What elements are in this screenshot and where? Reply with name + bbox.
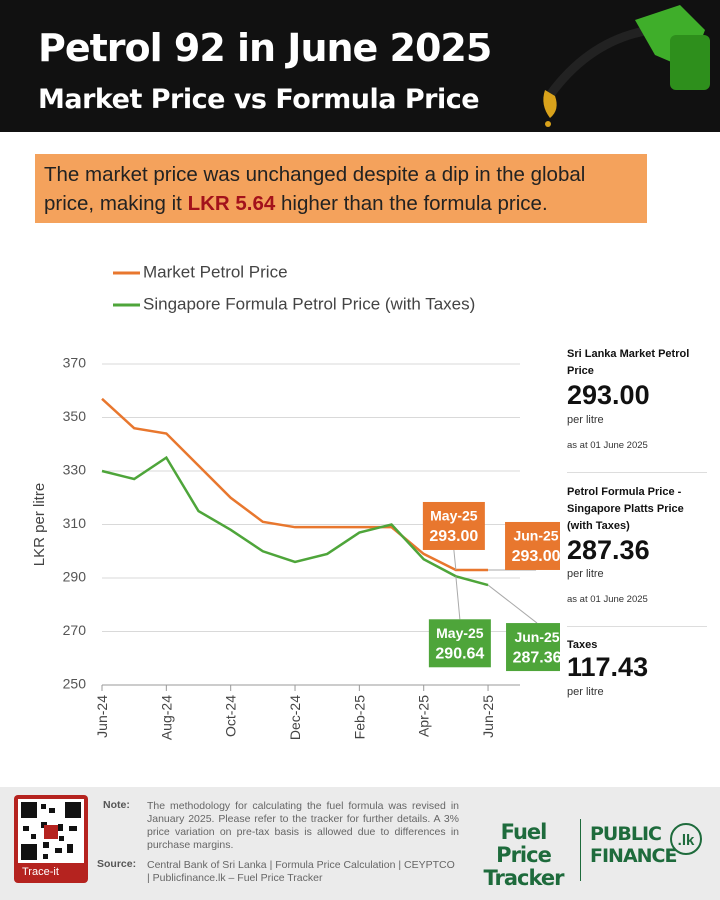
y-tick-label: 310 <box>63 515 87 531</box>
side-title: Taxes <box>567 639 598 651</box>
annotation-box <box>422 501 485 550</box>
data-label: 293.00 <box>429 528 478 545</box>
leader-line <box>487 584 538 624</box>
fuel-nozzle-icon <box>543 5 710 127</box>
x-tick-label: Feb-25 <box>351 695 367 740</box>
side-value: 293.00 <box>567 380 650 410</box>
header: Petrol 92 in June 2025 Market Price vs F… <box>0 0 720 132</box>
annotation-category: May-25 <box>436 625 484 641</box>
subtitle: Market Price vs Formula Price <box>38 84 480 115</box>
qr-code <box>14 795 88 883</box>
annotation-category: Jun-25 <box>513 528 558 544</box>
data-label: 287.36 <box>513 649 560 666</box>
annotation-category: Jun-25 <box>514 629 559 645</box>
x-tick-label: Aug-24 <box>158 695 174 740</box>
note-label: Note: <box>103 799 130 811</box>
logo-divider <box>580 819 581 881</box>
data-label: 293.00 <box>512 548 560 565</box>
side-title: Petrol Formula Price - Singapore Platts … <box>567 486 684 532</box>
title: Petrol 92 in June 2025 <box>38 26 492 70</box>
note-text: The methodology for calculating the fuel… <box>147 800 459 851</box>
side-unit: per litre <box>567 686 604 698</box>
footer: Trace-it Note: The methodology for calcu… <box>0 787 720 900</box>
side-unit: per litre <box>567 414 604 426</box>
chart: 250 270 290 310 330 350 370 LKR per litre Jun-24… <box>31 262 560 740</box>
y-tick-label: 330 <box>63 462 87 478</box>
annotation-box <box>506 623 560 672</box>
leader-line <box>453 549 457 571</box>
separator <box>567 626 707 627</box>
side-date: as at 01 June 2025 <box>567 440 648 451</box>
logo-public-finance: PUBLIC FINANCE <box>590 823 677 867</box>
y-tick-label: 270 <box>63 622 87 638</box>
source-label: Source: <box>97 858 137 870</box>
y-tick-label: 350 <box>63 408 87 424</box>
leader-line <box>455 576 461 620</box>
logo-suffix: .lk <box>670 823 702 855</box>
legend-label: Singapore Formula Petrol Price (with Tax… <box>143 294 475 313</box>
y-tick-label: 290 <box>63 569 87 585</box>
series-line <box>101 455 489 587</box>
callout: The market price was unchanged despite a… <box>35 154 647 223</box>
y-tick-label: 250 <box>63 676 87 692</box>
y-axis-label: LKR per litre <box>31 483 48 566</box>
annotation-box <box>505 521 560 570</box>
x-tick-label: Oct-24 <box>223 695 239 737</box>
annotation-box <box>428 619 491 668</box>
side-unit: per litre <box>567 568 604 580</box>
series-line <box>101 397 489 572</box>
logo-fuel-tracker: Fuel Price Tracker <box>483 820 565 890</box>
x-tick-label: Jun-24 <box>94 695 110 738</box>
x-tick-label: Dec-24 <box>287 695 303 740</box>
callout-text: higher than the formula price. <box>275 192 548 215</box>
callout-highlight: LKR 5.64 <box>187 192 276 215</box>
source-text: Central Bank of Sri Lanka | Formula Pric… <box>147 859 455 884</box>
y-tick-label: 370 <box>63 355 87 371</box>
side-title: Sri Lanka Market Petrol Price <box>567 348 690 377</box>
separator <box>567 472 707 473</box>
side-date: as at 01 June 2025 <box>567 594 648 605</box>
qr-label: Trace-it <box>22 866 59 878</box>
x-tick-label: Jun-25 <box>480 695 496 738</box>
side-value: 117.43 <box>567 652 649 682</box>
data-label: 290.64 <box>435 646 484 663</box>
legend-label: Market Petrol Price <box>143 262 288 281</box>
x-tick-label: Apr-25 <box>416 695 432 737</box>
callout-text: The market price was unchanged despite a… <box>44 163 586 215</box>
annotation-category: May-25 <box>430 508 478 524</box>
side-value: 287.36 <box>567 535 650 565</box>
